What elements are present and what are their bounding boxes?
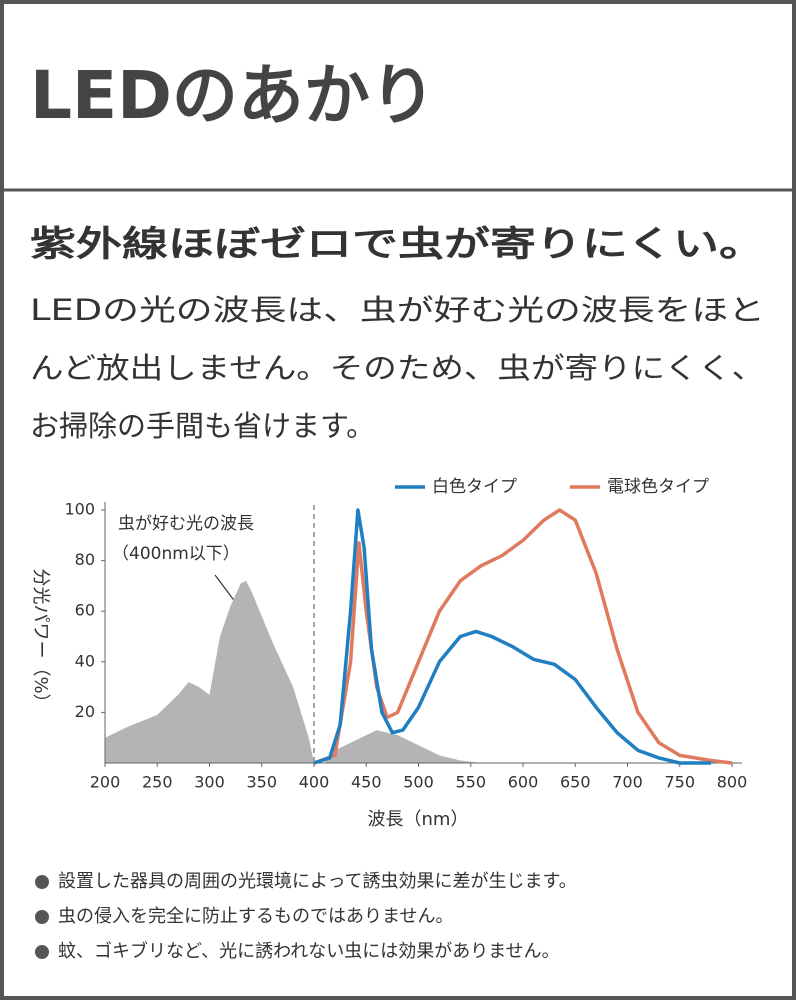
x-tick-label: 200 <box>90 773 121 792</box>
y-axis-label: 分光パワー（%） <box>30 568 51 711</box>
note: 蚊、ゴキブリなど、光に誘われない虫には効果がありません。 <box>58 940 560 962</box>
y-tick-label: 40 <box>75 651 95 670</box>
annotation: 虫が好む光の波長 <box>118 514 254 534</box>
y-tick-label: 80 <box>75 550 95 569</box>
x-tick-label: 250 <box>142 773 173 792</box>
heading: 紫外線ほぼゼロで虫が寄りにくい。 <box>30 225 765 265</box>
x-tick-label: 700 <box>612 773 643 792</box>
x-tick-label: 450 <box>351 773 382 792</box>
y-tick-label: 60 <box>75 601 95 620</box>
shaded-area <box>105 580 482 763</box>
x-tick-label: 550 <box>455 773 486 792</box>
annotation: （400nm以下） <box>112 544 240 564</box>
body-line: んど放出しません。そのため、虫が寄りにくく、 <box>30 351 765 385</box>
note: 設置した器具の周囲の光環境によって誘虫効果に差が生じます。 <box>58 871 577 892</box>
x-tick-label: 650 <box>560 773 591 792</box>
bullet <box>35 945 49 959</box>
body-line: お掃除の手間も省けます。 <box>30 409 375 443</box>
x-tick-label: 300 <box>194 773 225 792</box>
x-axis-label: 波長（nm） <box>368 809 469 830</box>
y-tick-label: 100 <box>64 500 95 519</box>
y-tick-label: 20 <box>75 702 95 721</box>
x-tick-label: 350 <box>246 773 277 792</box>
series-line <box>313 508 733 765</box>
x-tick-label: 600 <box>508 773 539 792</box>
bullet <box>35 875 49 889</box>
body-line: LEDの光の波長は、虫が好む光の波長をほと <box>30 293 765 327</box>
series-line <box>313 508 712 765</box>
annotation-pointer <box>214 574 237 604</box>
x-tick-label: 800 <box>717 773 748 792</box>
legend-label: 電球色タイプ <box>607 477 709 497</box>
x-tick-label: 400 <box>299 773 330 792</box>
x-tick-label: 750 <box>664 773 695 792</box>
legend-label: 白色タイプ <box>432 477 517 497</box>
bullet <box>35 910 49 924</box>
page-title: LEDのあかり <box>30 57 436 134</box>
x-tick-label: 500 <box>403 773 434 792</box>
note: 虫の侵入を完全に防止するものではありません。 <box>58 906 453 927</box>
